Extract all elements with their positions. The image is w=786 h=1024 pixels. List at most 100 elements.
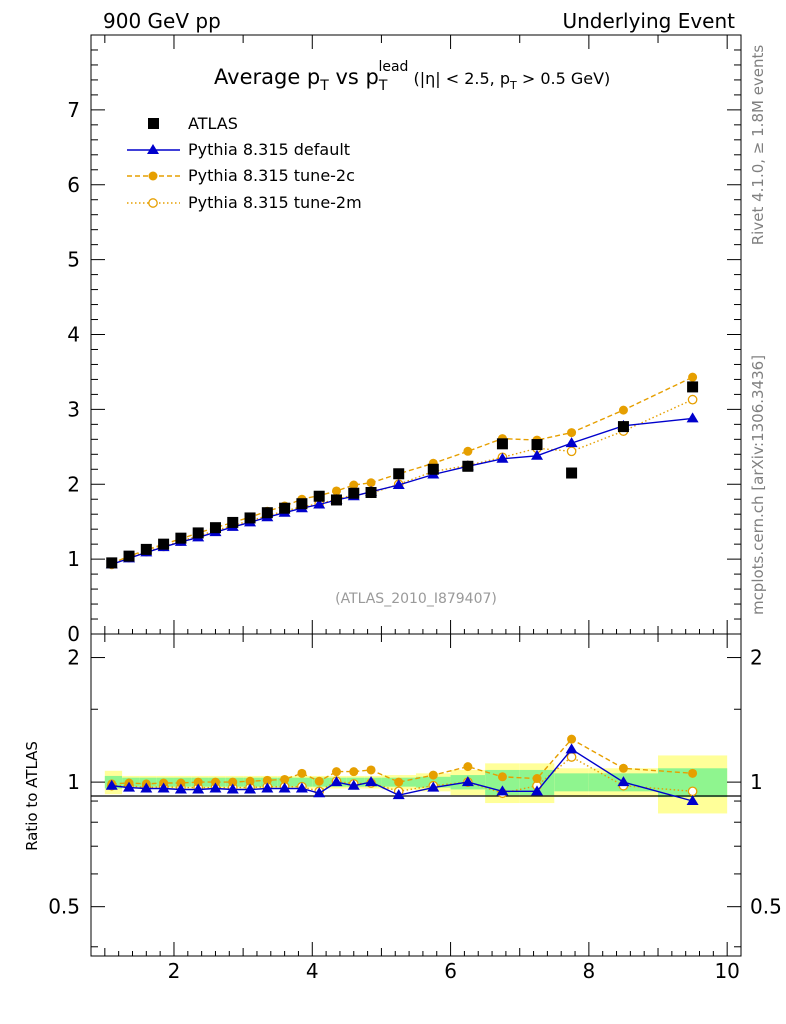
- ratio-xtick-label-3: 8: [583, 959, 596, 983]
- ratio-series-0-point-0: [105, 779, 118, 790]
- ratio-ytick-label-left-2: 2: [67, 646, 80, 670]
- rivet-label: Rivet 4.1.0, ≥ 1.8M events: [749, 45, 767, 246]
- main-series-3-point-21: [566, 446, 577, 457]
- main-ytick-label-1: 1: [67, 547, 80, 571]
- ratio-series-1-point-23: [688, 768, 698, 778]
- main-series-1-point-21: [565, 437, 578, 448]
- legend-entry-tune2c: Pythia 8.315 tune-2c: [127, 166, 355, 185]
- ratio-series-1-point-4: [176, 778, 186, 788]
- main-series-0-point-1: [123, 550, 135, 562]
- legend-entry-atlas: ATLAS: [148, 114, 238, 133]
- main-series-2-line: [111, 376, 693, 565]
- ratio-series-1-point-18: [463, 762, 473, 772]
- main-series-0-point-16: [393, 468, 405, 480]
- main-y-axis: 0 1 2 3 4 5 6 7: [67, 49, 741, 646]
- ratio-series-0-point-3: [157, 782, 170, 793]
- ratio-series-1-point-20: [532, 774, 542, 784]
- ratio-xtick-label-4: 10: [714, 959, 739, 983]
- ratio-series-0-point-1: [123, 781, 136, 792]
- main-series-0-point-14: [348, 487, 360, 499]
- legend-marker-atlas: [148, 118, 159, 129]
- ratio-series-1-point-5: [193, 777, 203, 787]
- main-series-0-point-11: [296, 498, 308, 510]
- legend-label-default: Pythia 8.315 default: [188, 140, 350, 159]
- main-series-0-point-6: [209, 522, 221, 534]
- title-cuts-tail: > 0.5 GeV): [517, 69, 611, 88]
- ratio-series-0-point-2: [140, 782, 153, 793]
- main-series-0-point-20: [531, 439, 543, 451]
- main-ytick-label-4: 4: [67, 323, 80, 347]
- main-plot-area: [105, 372, 699, 570]
- main-series-1-point-16: [392, 478, 405, 489]
- main-x-ticks: [90, 35, 728, 634]
- main-series-0-point-21: [566, 467, 578, 479]
- ratio-series-0-point-18: [461, 776, 474, 787]
- ratio-series-2-point-21: [566, 752, 577, 762]
- main-series-2-point-18: [463, 446, 473, 456]
- ratio-series-0-point-8: [244, 783, 257, 794]
- ratio-series-0-point-19: [496, 785, 509, 796]
- ratio-series-1-point-6: [210, 777, 220, 787]
- main-series-0-point-9: [261, 507, 273, 519]
- ratio-series-1-point-13: [331, 767, 341, 777]
- ratio-series-0-point-23: [686, 795, 699, 806]
- main-series-2-point-15: [366, 478, 376, 488]
- main-series-2-point-23: [688, 372, 698, 382]
- ratio-series-0-point-6: [209, 782, 222, 793]
- ratio-series-1-point-7: [228, 777, 238, 787]
- ratio-series-0-point-11: [295, 782, 308, 793]
- main-series-3-point-23: [687, 394, 698, 405]
- ratio-series-0-point-20: [531, 785, 544, 796]
- mcplots-label: mcplots.cern.ch [arXiv:1306.3436]: [749, 355, 767, 615]
- title-vs: vs p: [329, 65, 379, 89]
- chart-title: Average pT vs pTlead (|η| < 2.5, pT > 0.…: [214, 59, 610, 94]
- main-series-0-point-5: [192, 527, 204, 539]
- main-series-2-point-14: [349, 480, 359, 490]
- ratio-xtick-label-0: 2: [168, 959, 181, 983]
- ratio-band-inner-21: [554, 773, 589, 792]
- main-series-2-point-21: [567, 428, 577, 438]
- ratio-ytick-label-left-0: 0.5: [48, 895, 80, 919]
- ratio-series-1-point-11: [297, 768, 307, 778]
- legend-marker-default: [147, 144, 159, 154]
- main-series-1-point-19: [496, 452, 509, 463]
- main-series-1-point-23: [686, 412, 699, 423]
- ratio-ytick-label-right-1: 1: [750, 770, 763, 794]
- ratio-series-0-point-4: [174, 783, 187, 794]
- ratio-series-0-point-22: [617, 776, 630, 787]
- ratio-ytick-label-right-0: 0.5: [750, 895, 782, 919]
- main-series-1-point-12: [313, 498, 326, 509]
- main-series-0-point-10: [279, 502, 291, 514]
- main-series-0-point-23: [687, 381, 699, 393]
- main-ytick-label-6: 6: [67, 173, 80, 197]
- title-sup2: lead: [378, 59, 408, 75]
- main-series-1-line: [111, 417, 693, 566]
- main-series-0-point-22: [617, 421, 629, 433]
- ratio-plot-area: [105, 734, 699, 806]
- main-series-2-point-13: [331, 486, 341, 496]
- legend-marker-tune2c: [148, 171, 158, 181]
- legend-label-tune2c: Pythia 8.315 tune-2c: [188, 166, 355, 185]
- ratio-series-0-point-21: [565, 743, 578, 754]
- ratio-series-0-point-13: [330, 776, 343, 787]
- ratio-ytick-label-left-1: 1: [67, 770, 80, 794]
- legend-entry-tune2m: Pythia 8.315 tune-2m: [127, 193, 362, 212]
- ratio-series-0-point-12: [313, 787, 326, 798]
- analysis-tag: (ATLAS_2010_I879407): [335, 591, 497, 607]
- ratio-series-0-point-16: [392, 789, 405, 800]
- ratio-y-label: Ratio to ATLAS: [23, 741, 41, 851]
- ratio-series-1-point-22: [618, 763, 628, 773]
- main-series-0-point-8: [244, 512, 256, 524]
- ratio-series-1-point-16: [394, 777, 404, 787]
- legend-marker-tune2m: [148, 198, 158, 208]
- main-ytick-label-5: 5: [67, 248, 80, 272]
- main-series-0-point-17: [427, 463, 439, 475]
- ratio-series-1-point-9: [262, 775, 272, 785]
- ratio-series-1-point-10: [280, 774, 290, 784]
- main-series-0-point-7: [227, 516, 239, 528]
- title-cuts-sub: T: [509, 79, 517, 92]
- main-series-0-point-15: [365, 486, 377, 498]
- ratio-series-1-point-14: [349, 767, 359, 777]
